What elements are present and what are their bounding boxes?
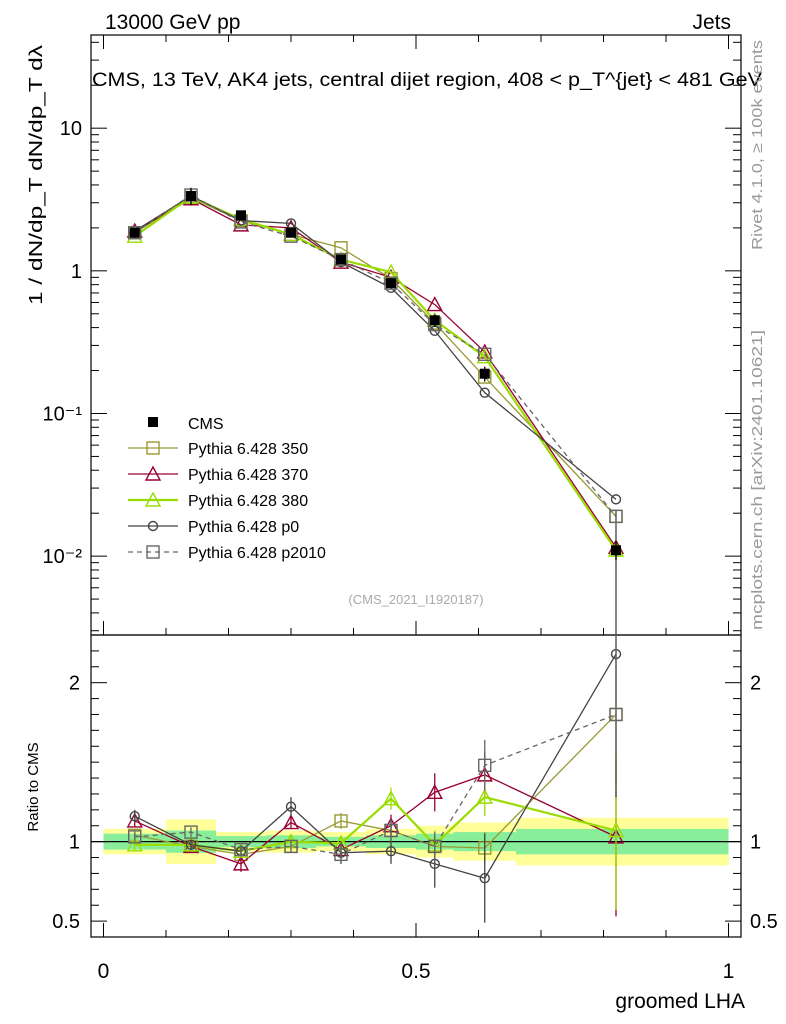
cms-data-point	[336, 254, 346, 265]
ratio-tick-label: 2	[69, 673, 80, 695]
ratio-marker	[185, 839, 197, 851]
cms-data-point	[236, 210, 246, 221]
legend-marker	[146, 545, 160, 559]
ratio-tick-label: 0.5	[750, 911, 778, 933]
ratio-marker	[428, 839, 442, 854]
ratio-marker	[385, 845, 397, 857]
series-marker	[426, 296, 443, 312]
series-marker	[610, 494, 622, 505]
x-tick-label: 0	[98, 960, 110, 983]
y-tick-label: 10⁻¹	[43, 403, 83, 425]
series-marker	[609, 509, 623, 524]
ratio-marker	[607, 822, 625, 838]
legend: CMS Pythia 6.428 350 Pythia 6.428 370 Pythi…	[128, 416, 326, 562]
legend-label: Pythia 6.428 370	[188, 467, 308, 484]
ratio-marker	[284, 839, 298, 854]
ratio-marker	[334, 847, 348, 862]
ratio-marker	[232, 855, 250, 871]
series-marker	[128, 226, 142, 240]
side-label-rivet: Rivet 4.1.0, ≥ 100k events	[749, 40, 766, 250]
series-marker	[382, 263, 400, 279]
legend-label-cms: CMS	[188, 416, 224, 433]
cms-data-point	[386, 278, 396, 289]
legend-marker	[146, 441, 160, 455]
ratio-marker	[282, 814, 300, 830]
ratio-marker	[476, 788, 493, 804]
ratio-marker	[126, 812, 143, 828]
ratio-marker	[285, 801, 297, 812]
cms-data-point	[429, 315, 440, 326]
chart-title: CMS, 13 TeV, AK4 jets, central dijet reg…	[92, 70, 762, 91]
cms-data-point	[286, 227, 296, 238]
side-label-url: mcplots.cern.ch [arXiv:2401.10621]	[749, 330, 766, 630]
x-axis-label: groomed LHA	[615, 990, 745, 1013]
series-marker	[334, 252, 348, 267]
cms-data-point	[479, 368, 490, 379]
ratio-marker	[334, 814, 348, 828]
ratio-panel-frame	[90, 634, 742, 938]
series-marker	[479, 387, 490, 398]
legend-label: Pythia 6.428 350	[188, 441, 308, 458]
y-axis-label-ratio: Ratio to CMS	[25, 742, 42, 831]
ratio-tick-label: 2	[750, 673, 761, 695]
ratio-marker	[128, 830, 142, 844]
ratio-marker	[609, 707, 623, 722]
legend-marker	[147, 520, 159, 532]
x-tick-label: 1	[723, 960, 735, 983]
ratio-marker	[382, 790, 400, 806]
y-tick-label: 10	[60, 118, 82, 140]
ratio-tick-label: 0.5	[52, 911, 80, 933]
legend-label: Pythia 6.428 p2010	[188, 545, 326, 562]
cms-data-point	[129, 227, 140, 238]
ratio-marker	[479, 872, 490, 884]
cms-data-point	[611, 545, 621, 556]
ratio-marker	[426, 783, 443, 800]
ratio-marker	[129, 811, 140, 822]
ratio-marker	[234, 842, 248, 857]
y-tick-label: 1	[71, 261, 82, 283]
legend-marker	[144, 491, 162, 507]
ratio-marker	[182, 836, 200, 852]
legend-label: Pythia 6.428 p0	[188, 519, 299, 536]
x-tick-label: 0.5	[401, 960, 430, 983]
series-marker	[476, 348, 493, 364]
header-process-label: Jets	[692, 11, 731, 34]
legend-marker	[144, 465, 162, 481]
axis-tick-labels: 0 0.5 1 10 1 10⁻¹ 10⁻² 0.5 0.5 1 1 2 2	[43, 118, 778, 983]
watermark-analysis-id: (CMS_2021_I1920187)	[348, 592, 483, 607]
legend-label: Pythia 6.428 380	[188, 493, 308, 510]
y-axis-label-upper: 1 / dN/dp_T dN/dp_T dλ	[26, 45, 47, 305]
series-marker	[384, 276, 398, 290]
y-tick-label: 10⁻²	[43, 546, 83, 568]
legend-marker-cms	[148, 417, 158, 427]
axis-ticks	[91, 35, 741, 937]
ratio-tick-label: 1	[750, 832, 761, 854]
ratio-marker	[126, 836, 143, 852]
ratio-tick-label: 1	[69, 832, 80, 854]
series-marker	[478, 347, 492, 361]
ratio-marker	[384, 823, 398, 838]
ratio-marker	[478, 758, 492, 773]
series-layer	[126, 187, 625, 923]
ratio-marker	[184, 825, 198, 839]
header-energy-label: 13000 GeV pp	[105, 11, 240, 34]
cms-data-point	[186, 190, 196, 201]
